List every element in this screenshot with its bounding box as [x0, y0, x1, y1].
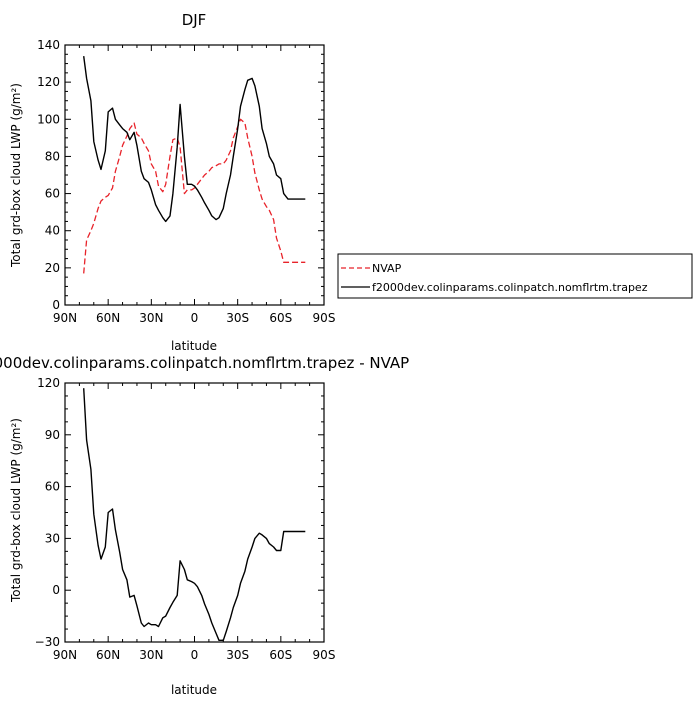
legend: NVAP f2000dev.colinparams.colinpatch.nom… [337, 253, 693, 299]
top-x-tick-label: 0 [191, 311, 199, 325]
legend-label-model: f2000dev.colinparams.colinpatch.nomflrtm… [372, 281, 648, 294]
top-y-tick-label: 60 [45, 187, 60, 201]
y-axis-label: Total grd-box cloud LWP (g/m²) [9, 83, 23, 268]
bottom-x-tick-label: 60N [96, 648, 120, 662]
bottom-series [83, 388, 306, 641]
bottom-y-tick-label: 30 [45, 531, 60, 545]
top-series-line-0 [83, 118, 306, 274]
bottom-series-line-0 [83, 388, 306, 641]
bottom-x-tick-label: 90S [313, 648, 336, 662]
top-y-tick-label: 80 [45, 149, 60, 163]
top-y-tick-label: 40 [45, 224, 60, 238]
bottom-y-tick-label: 90 [45, 428, 60, 442]
x-axis-label: latitude [171, 339, 217, 353]
top-x-tick-label: 60S [269, 311, 292, 325]
top-y-tick-label: 140 [37, 38, 60, 52]
top-y-tick-label: 120 [37, 75, 60, 89]
legend-label-nvap: NVAP [372, 262, 402, 275]
x-axis-label-bottom: latitude [171, 683, 217, 697]
bottom-plot-frame [64, 382, 325, 643]
bottom-y-tick-label: 60 [45, 480, 60, 494]
chart-title: DJF [182, 11, 207, 29]
top-plot-frame [64, 44, 325, 306]
panel-bottom: f2000dev.colinparams.colinpatch.nomflrtm… [0, 354, 409, 697]
bottom-y-tick-label: 120 [37, 376, 60, 390]
bottom-x-tick-label: 30S [226, 648, 249, 662]
y-axis-label-bottom: Total grd-box cloud LWP (g/m²) [9, 418, 23, 603]
top-x-tick-label: 90N [53, 311, 77, 325]
top-y-tick-label: 20 [45, 261, 60, 275]
top-y-tick-label: 0 [52, 298, 60, 312]
top-x-tick-label: 60N [96, 311, 120, 325]
bottom-x-tick-label: 90N [53, 648, 77, 662]
top-series-line-1 [83, 56, 306, 223]
top-axes: 90N 60N 30N 0 30S 60S 90S 0 20 40 60 80 100 120 140 [37, 38, 335, 325]
top-series [83, 56, 306, 274]
bottom-x-tick-label: 0 [191, 648, 199, 662]
top-x-tick-label: 30S [226, 311, 249, 325]
panel-top: DJF 90N 60N 30N 0 30S 60S 90S 0 20 40 60 80 100 120 14… [9, 11, 335, 353]
bottom-y-tick-label: 0 [52, 583, 60, 597]
top-y-tick-label: 100 [37, 112, 60, 126]
bottom-x-tick-label: 30N [139, 648, 163, 662]
bottom-y-tick-label: −30 [35, 635, 60, 649]
bottom-axes: 90N 60N 30N 0 30S 60S 90S −30 0 30 60 90 120 [35, 376, 336, 662]
top-x-tick-label: 30N [139, 311, 163, 325]
bottom-x-tick-label: 60S [269, 648, 292, 662]
difference-title: f2000dev.colinparams.colinpatch.nomflrtm… [0, 354, 409, 372]
legend-box [337, 253, 693, 299]
top-x-tick-label: 90S [313, 311, 336, 325]
